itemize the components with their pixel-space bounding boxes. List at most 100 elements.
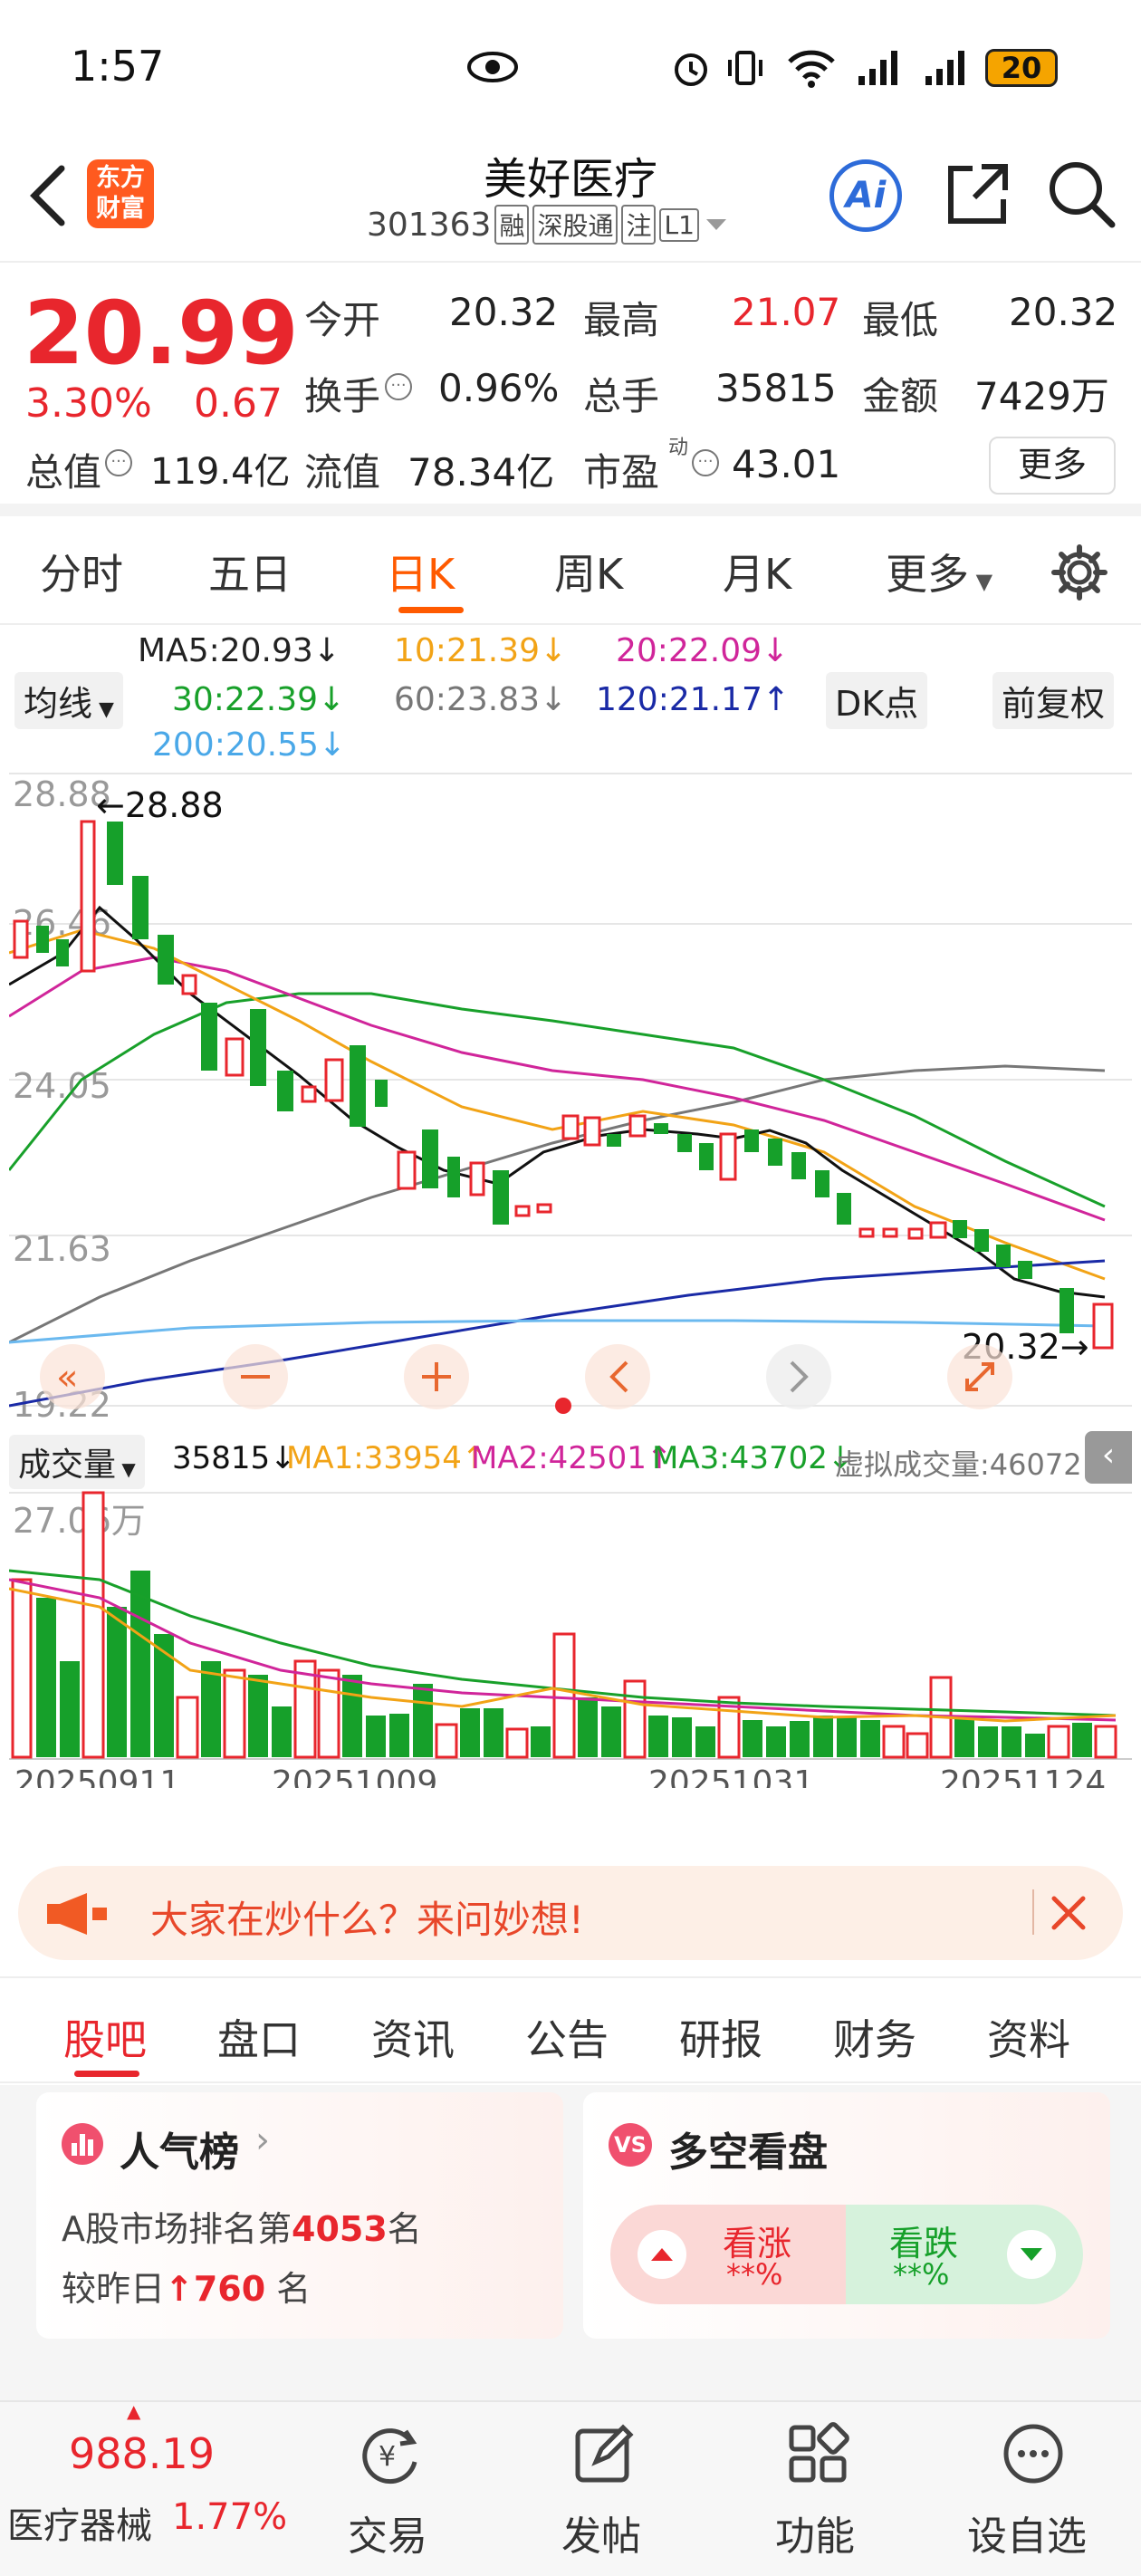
open-label: 今开: [304, 298, 381, 342]
change-suffix: 名: [276, 2269, 312, 2309]
info-icon-3[interactable]: ···: [692, 449, 719, 476]
chevron-down-icon[interactable]: [703, 216, 730, 234]
tab-more-label: 更多: [886, 550, 969, 599]
tab-profile[interactable]: 资料: [987, 2015, 1070, 2064]
ma5-value: MA5:20.93↓: [138, 632, 340, 669]
nav-functions[interactable]: 功能: [762, 2402, 871, 2576]
rewind-icon: «: [56, 1357, 78, 1399]
ma200-value: 200:20.55↓: [152, 726, 347, 764]
tab-more[interactable]: 更多 ▼: [886, 550, 993, 599]
kline-chart[interactable]: 28.88 26.46 24.05 21.63 19.22 ←28.88 20.…: [9, 772, 1132, 1431]
up-caret-icon: ▲: [127, 2400, 141, 2422]
nav-functions-label: 功能: [775, 2514, 855, 2560]
tab-intraday[interactable]: 分时: [40, 550, 123, 599]
chart-icon: [62, 2123, 103, 2165]
bear-button[interactable]: 看跌 **%: [846, 2205, 1083, 2304]
section-tabs: 股吧 盘口 资讯 公告 研报 财务 资料: [0, 1976, 1141, 2083]
chart-controls: «: [40, 1344, 1012, 1414]
tab-monthly-k[interactable]: 月K: [723, 550, 792, 599]
volume-selector[interactable]: 成交量 ▼: [9, 1435, 145, 1489]
max-marker: ←28.88: [96, 785, 224, 825]
tab-news[interactable]: 资讯: [371, 2015, 455, 2064]
expand-icon: [965, 1362, 994, 1391]
turnover-value: 0.96%: [438, 366, 560, 410]
tab-finance[interactable]: 财务: [833, 2015, 916, 2064]
nav-post[interactable]: 发帖: [549, 2402, 657, 2576]
chevron-right-icon: [790, 1360, 809, 1393]
grid-icon: [789, 2422, 849, 2483]
tab-five-day[interactable]: 五日: [208, 550, 292, 599]
wifi-icon: [788, 50, 835, 88]
dk-button[interactable]: DK点: [826, 672, 928, 729]
nav-trade[interactable]: ¥ 交易: [335, 2402, 444, 2576]
next-button[interactable]: [766, 1344, 831, 1409]
tab-orderbook[interactable]: 盘口: [217, 2015, 301, 2064]
rewind-button[interactable]: [40, 1344, 105, 1409]
candles: [13, 820, 1114, 1350]
volume-bars: [11, 1491, 1117, 1759]
logo[interactable]: 东方 财富: [87, 159, 154, 228]
more-button[interactable]: 更多: [989, 437, 1116, 495]
back-icon[interactable]: [25, 163, 71, 228]
banner-divider: [1032, 1889, 1034, 1935]
bull-button[interactable]: 看涨 **%: [610, 2205, 846, 2304]
index-widget[interactable]: ▲ 988.19 医疗器械 1.77%: [0, 2400, 299, 2576]
more-dots-icon: [1003, 2424, 1063, 2484]
status-time: 1:57: [71, 42, 165, 91]
rank-suffix: 名: [387, 2209, 422, 2249]
signal-icon-2: [925, 51, 964, 85]
change-prefix: 较昨日: [62, 2269, 166, 2309]
bullbear-title: 多空看盘: [668, 2129, 828, 2176]
tab-research[interactable]: 研报: [679, 2015, 762, 2064]
stock-code-row: 301363 融 深股通 注 L1: [367, 205, 730, 245]
tab-daily-k[interactable]: 日K: [386, 550, 455, 599]
chevron-right-icon-2: ›: [255, 2119, 270, 2161]
ma120-value: 120:21.17↑: [596, 681, 791, 718]
mktcap-value: 119.4亿: [150, 451, 291, 493]
low-label: 最低: [862, 298, 939, 342]
collapse-button[interactable]: ‹: [1085, 1431, 1132, 1484]
tab-weekly-k[interactable]: 周K: [554, 550, 624, 599]
info-icon-2[interactable]: ···: [385, 373, 412, 400]
popularity-card[interactable]: 人气榜 › A股市场排名第4053名 较昨日↑760 名: [36, 2092, 563, 2339]
search-icon[interactable]: [1047, 159, 1116, 230]
banner-text: 大家在炒什么？来问妙想!: [150, 1898, 584, 1942]
volume-label: 总手: [583, 374, 660, 418]
ai-button[interactable]: Ai: [829, 159, 902, 232]
rank-prefix: A股市场排名第: [62, 2209, 292, 2249]
cards-area: 人气榜 › A股市场排名第4053名 较昨日↑760 名 VS 多空看盘 看涨 …: [0, 2085, 1141, 2400]
info-icon[interactable]: ···: [105, 449, 132, 476]
rank-value: 4053: [292, 2209, 388, 2249]
bottom-nav: ▲ 988.19 医疗器械 1.77% ¥ 交易 发帖 功能: [0, 2400, 1141, 2576]
vs-icon: VS: [609, 2123, 652, 2167]
tab-forum[interactable]: 股吧: [63, 2015, 147, 2064]
svg-text:¥: ¥: [379, 2441, 396, 2473]
high-label: 最高: [583, 298, 660, 342]
signal-icon: [858, 51, 897, 85]
adjust-button[interactable]: 前复权: [992, 672, 1115, 729]
share-icon[interactable]: [942, 159, 1012, 230]
close-icon[interactable]: [1049, 1893, 1088, 1933]
float-value: 78.34亿: [408, 450, 555, 495]
ma200-line: [9, 1319, 1106, 1344]
vol-ma1-line: [9, 1587, 1117, 1723]
change-value: 760: [193, 2269, 266, 2309]
prev-button[interactable]: [585, 1344, 650, 1409]
nav-post-label: 发帖: [561, 2514, 641, 2560]
tab-announcements[interactable]: 公告: [525, 2015, 609, 2064]
nav-watchlist[interactable]: 设自选: [960, 2402, 1105, 2576]
vol-ma3: MA3:43702↓: [652, 1440, 854, 1476]
date-label-4: 20251124: [940, 1764, 1106, 1788]
ma30-line: [9, 992, 1106, 1208]
volume-chart: 27.06万: [9, 1491, 1132, 1788]
section-tab-indicator: [74, 2071, 139, 2077]
gear-icon[interactable]: [1050, 543, 1108, 601]
nav-watchlist-text: 自选: [1007, 2514, 1087, 2560]
ma-selector[interactable]: 均线 ▼: [14, 672, 123, 729]
ma60-line: [9, 1064, 1106, 1344]
ask-banner[interactable]: 大家在炒什么？来问妙想!: [18, 1866, 1123, 1960]
ma20-line: [9, 956, 1106, 1222]
vol-ma1: MA1:33954↑: [286, 1440, 488, 1476]
megaphone-icon: [47, 1893, 107, 1935]
